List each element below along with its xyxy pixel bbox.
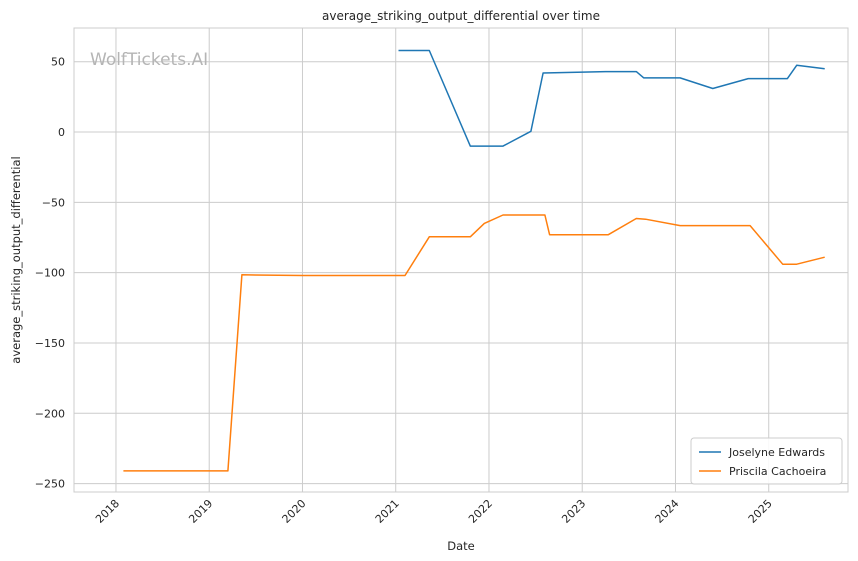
y-tick-label: 50: [51, 56, 65, 69]
legend-entry: Priscila Cachoeira: [729, 465, 826, 478]
y-tick-label: −150: [35, 337, 65, 350]
x-axis-label: Date: [447, 539, 475, 553]
y-tick-label: −250: [35, 478, 65, 491]
legend-entry: Joselyne Edwards: [728, 446, 825, 459]
y-tick-label: −50: [42, 196, 65, 209]
legend-box: [690, 437, 843, 485]
y-tick-label: 0: [58, 126, 65, 139]
y-tick-label: −200: [35, 407, 65, 420]
y-axis-label: average_striking_output_differential: [9, 156, 23, 363]
watermark: WolfTickets.AI: [90, 50, 208, 70]
y-tick-label: −100: [35, 267, 65, 280]
legend: Joselyne Edwards Priscila Cachoeira: [690, 437, 843, 485]
y-axis-ticks: 50 0 −50 −100 −150 −200 −250: [35, 56, 65, 491]
series-line-priscila-cachoeira: [123, 214, 825, 472]
series-layer: [123, 49, 825, 472]
chart-title: average_striking_output_differential ove…: [322, 9, 600, 23]
plot-area-frame: [73, 27, 849, 493]
series-line-joselyne-edwards: [398, 49, 825, 147]
grid: [74, 28, 848, 492]
